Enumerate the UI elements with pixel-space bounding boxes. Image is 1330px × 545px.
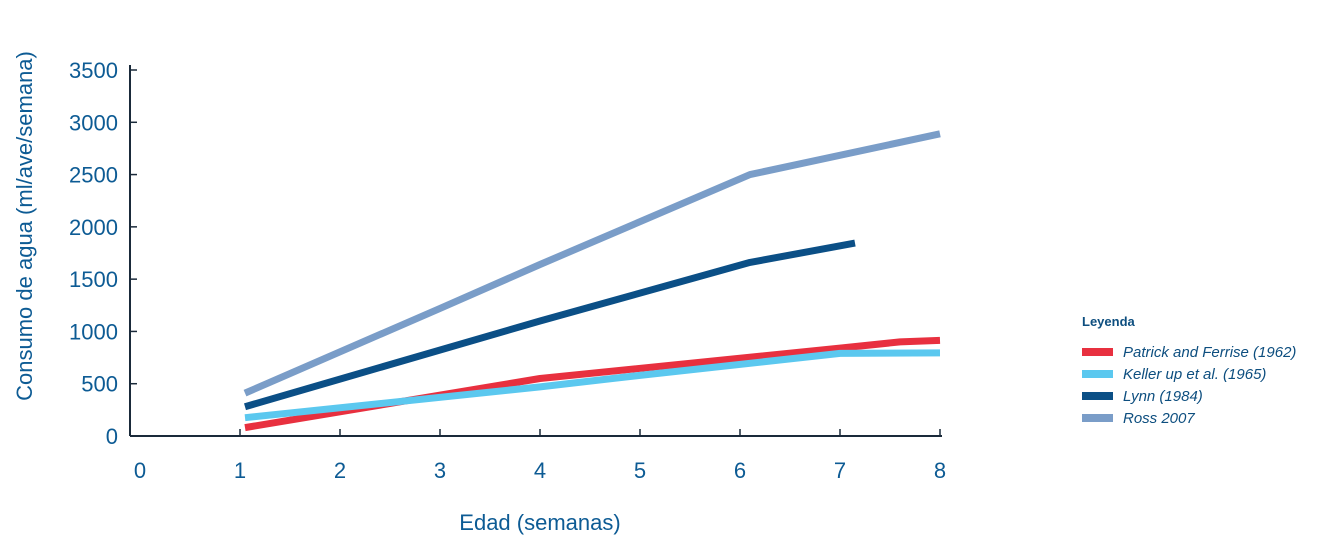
x-tick-label: 0 <box>134 458 146 483</box>
legend-swatch <box>1082 348 1113 356</box>
x-tick-label: 7 <box>834 458 846 483</box>
x-tick-label: 6 <box>734 458 746 483</box>
legend: Leyenda Patrick and Ferrise (1962) Keller… <box>1082 314 1330 429</box>
legend-item-4: Ross 2007 <box>1082 407 1330 429</box>
y-tick-label: 3500 <box>69 58 118 83</box>
legend-label: Ross 2007 <box>1123 409 1195 427</box>
y-tick-label: 2000 <box>69 215 118 240</box>
y-tick-label: 1000 <box>69 319 118 344</box>
y-tick-label: 1500 <box>69 267 118 292</box>
legend-swatch <box>1082 370 1113 378</box>
x-axis-title: Edad (semanas) <box>459 510 620 535</box>
legend-label: Lynn (1984) <box>1123 387 1203 405</box>
legend-title: Leyenda <box>1082 314 1135 329</box>
series-line-3 <box>244 239 856 411</box>
x-tick-label: 4 <box>534 458 546 483</box>
y-axis-title: Consumo de agua (ml/ave/semana) <box>12 51 37 401</box>
legend-swatch <box>1082 392 1113 400</box>
legend-item-1: Patrick and Ferrise (1962) <box>1082 341 1330 363</box>
legend-item-2: Keller up et al. (1965) <box>1082 363 1330 385</box>
x-tick-label: 1 <box>234 458 246 483</box>
x-tick-label: 5 <box>634 458 646 483</box>
series-line-4 <box>243 130 941 397</box>
x-axis-ticks: 0 1 2 3 4 5 6 7 8 <box>134 429 946 483</box>
plot-lines <box>243 130 941 432</box>
x-tick-label: 3 <box>434 458 446 483</box>
y-tick-label: 500 <box>81 372 118 397</box>
legend-swatch <box>1082 414 1113 422</box>
y-tick-label: 3000 <box>69 110 118 135</box>
legend-item-3: Lynn (1984) <box>1082 385 1330 407</box>
y-tick-label: 2500 <box>69 163 118 188</box>
legend-label: Patrick and Ferrise (1962) <box>1123 343 1297 361</box>
legend-label: Keller up et al. (1965) <box>1123 365 1267 383</box>
legend-items: Patrick and Ferrise (1962) Keller up et a… <box>1082 341 1330 429</box>
y-tick-label: 0 <box>106 424 118 449</box>
series-line-2 <box>244 349 941 422</box>
x-tick-label: 8 <box>934 458 946 483</box>
x-tick-label: 2 <box>334 458 346 483</box>
y-axis-ticks: 0 500 1000 1500 2000 2500 3000 3500 <box>69 58 137 449</box>
